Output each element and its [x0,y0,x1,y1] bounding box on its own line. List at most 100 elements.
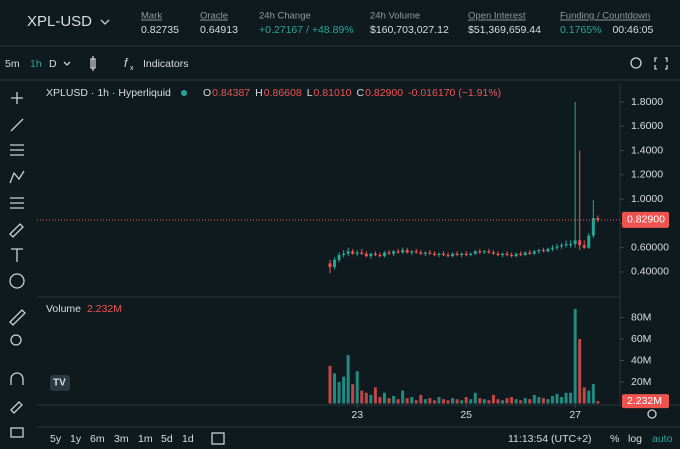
indicators-button[interactable]: Indicators [143,58,189,70]
ruler-tool[interactable] [9,309,26,326]
legend-value: 0.86608 [264,87,302,99]
volume-bar [523,398,527,404]
interval-button[interactable]: D [49,58,57,70]
lock-draw-tool[interactable] [10,401,23,414]
range-button[interactable]: 3m [114,433,129,445]
volume-bar [442,399,445,404]
lock-tool[interactable] [10,427,24,438]
y-tick-label: 1.6000 [631,120,663,132]
candle-body [392,251,396,254]
interval-button[interactable]: 5m [5,58,20,70]
range-button[interactable]: 1m [138,433,153,445]
symbol-chevron[interactable] [100,19,110,25]
candle-body [428,252,432,254]
candle-body [482,251,486,253]
volume-bar [505,398,509,404]
volume-bar [550,395,554,404]
range-button[interactable]: 1d [182,433,194,445]
volume-bar [596,401,600,404]
volume-bar [478,398,482,404]
scale-option[interactable]: log [628,433,642,445]
volume-bar [410,397,414,404]
candle-body [396,251,400,253]
candle-body [378,254,382,257]
candle-body [364,253,368,257]
volume-bar [392,395,396,404]
interval-chevron[interactable] [63,61,71,66]
trendline-tool[interactable] [10,118,24,132]
volume-bar [564,392,568,404]
fullscreen-icon[interactable] [654,57,668,70]
volume-bar [446,400,450,404]
volume-bar [560,397,564,404]
volume-bar [555,393,559,404]
calendar-icon[interactable] [211,432,225,445]
candle-body [546,248,550,252]
volume-bar [541,398,545,404]
candle-body [446,254,450,257]
volume-bar [473,392,477,404]
candle-body [519,253,523,255]
volume-bar [346,355,350,404]
interval-button[interactable]: 1h [30,58,42,70]
range-button[interactable]: 5y [50,433,62,445]
brush-tool[interactable] [9,223,24,238]
candle-body [510,254,514,257]
volume-bar [378,397,382,404]
scale-option[interactable]: auto [652,433,673,445]
legend-key: C [357,87,365,99]
zoom-tool[interactable] [10,334,22,346]
status-dot [181,90,187,96]
settings-icon[interactable] [647,409,657,419]
volume-bar [510,397,514,404]
snapshot-icon[interactable] [630,57,642,69]
volume-bar [496,399,500,404]
crosshair-tool[interactable] [11,92,23,104]
volume-bar [514,399,518,404]
stat-label: Funding / Countdown [560,11,650,22]
candle-body [460,253,464,255]
text-tool[interactable] [11,248,23,262]
candle-body [464,253,468,255]
candle-body [528,252,532,254]
emoji-tool[interactable] [9,273,25,289]
svg-text:TV: TV [53,378,66,389]
volume-tick-label: 20M [631,376,651,388]
scale-option[interactable]: % [610,433,619,445]
stat-value: $160,703,027.12 [370,24,449,36]
range-button[interactable]: 6m [90,433,105,445]
range-button[interactable]: 5d [161,433,173,445]
x-tick-label: 27 [569,409,581,421]
projection-tool[interactable] [10,197,24,209]
y-tick-label: 0.40000 [631,266,669,278]
candle-body [387,252,391,254]
candle-body [351,251,355,254]
volume-tick-label: 80M [631,311,651,323]
symbol[interactable]: XPL-USD [27,13,92,30]
volume-bar [587,390,591,404]
candle-body [587,235,591,248]
stat-label: Oracle [200,11,228,22]
volume-bar [364,392,368,404]
volume-bar [342,376,346,404]
range-button[interactable]: 1y [70,433,82,445]
pattern-tool[interactable] [9,170,25,184]
volume-bar [333,373,337,404]
tradingview-logo: TV [50,375,70,391]
magnet-tool[interactable] [10,372,24,385]
volume-bar [355,371,359,404]
candle-body [555,246,559,248]
volume-bar [423,399,427,404]
volume-bar [351,384,355,404]
volume-bar [460,400,464,404]
fib-tool[interactable] [10,144,24,156]
volume-bar [519,400,523,404]
candle-body [423,252,427,254]
fx-icon[interactable]: f [124,56,129,70]
x-tick-label: 23 [351,409,363,421]
stat-label: Mark [141,11,162,22]
legend-key: L [307,87,313,99]
volume-bar [437,397,441,404]
